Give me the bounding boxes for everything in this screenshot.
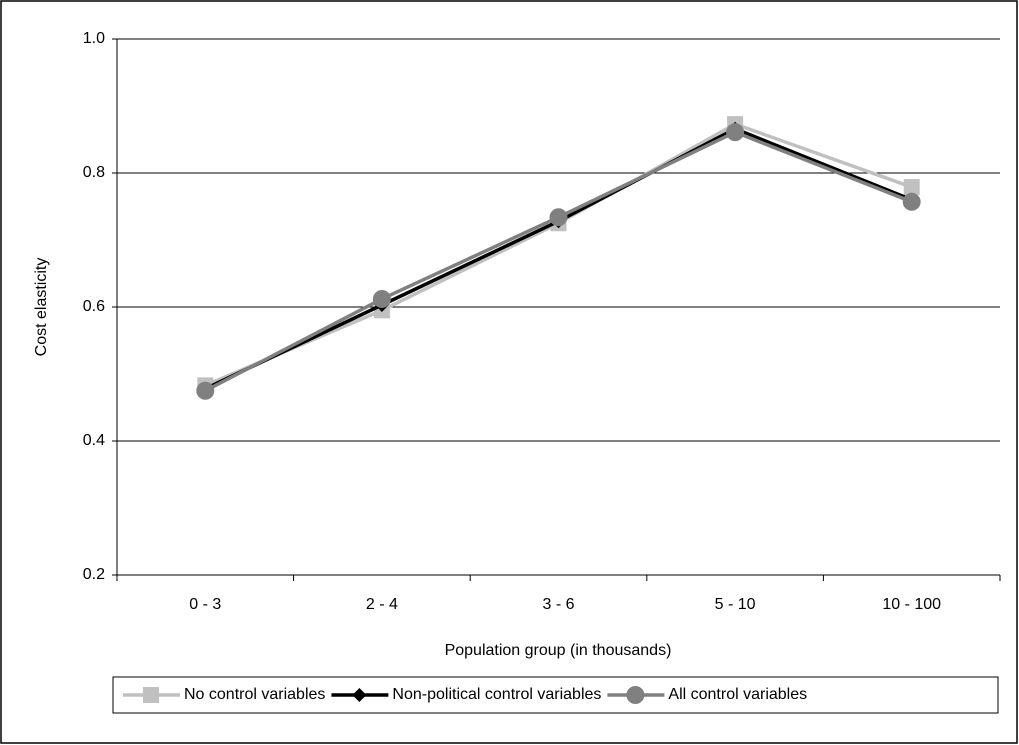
marker-square [143,687,159,703]
marker-circle [726,123,745,142]
y-tick-label: 0.6 [83,298,105,315]
x-axis-title: Population group (in thousands) [445,642,672,659]
marker-square [903,179,920,196]
marker-circle [549,208,568,227]
y-tick-label: 0.8 [83,164,105,181]
marker-circle [372,289,391,308]
x-tick-label: 5 - 10 [715,596,756,613]
y-axis-title: Cost elasticity [33,258,50,357]
legend-label: No control variables [184,686,325,703]
y-tick-label: 0.4 [83,432,105,449]
x-tick-label: 2 - 4 [366,596,398,613]
marker-diamond [352,688,367,702]
legend-label: All control variables [668,686,807,703]
y-tick-label: 1.0 [83,30,105,47]
legend-box [112,676,999,714]
x-tick-label: 3 - 6 [542,596,574,613]
y-tick-label: 0.2 [83,566,105,583]
legend-label: Non-political control variables [392,686,601,703]
marker-circle [626,686,645,704]
x-tick-label: 10 - 100 [882,596,941,613]
x-tick-label: 0 - 3 [189,596,221,613]
marker-circle [196,381,215,400]
marker-circle [902,192,921,211]
